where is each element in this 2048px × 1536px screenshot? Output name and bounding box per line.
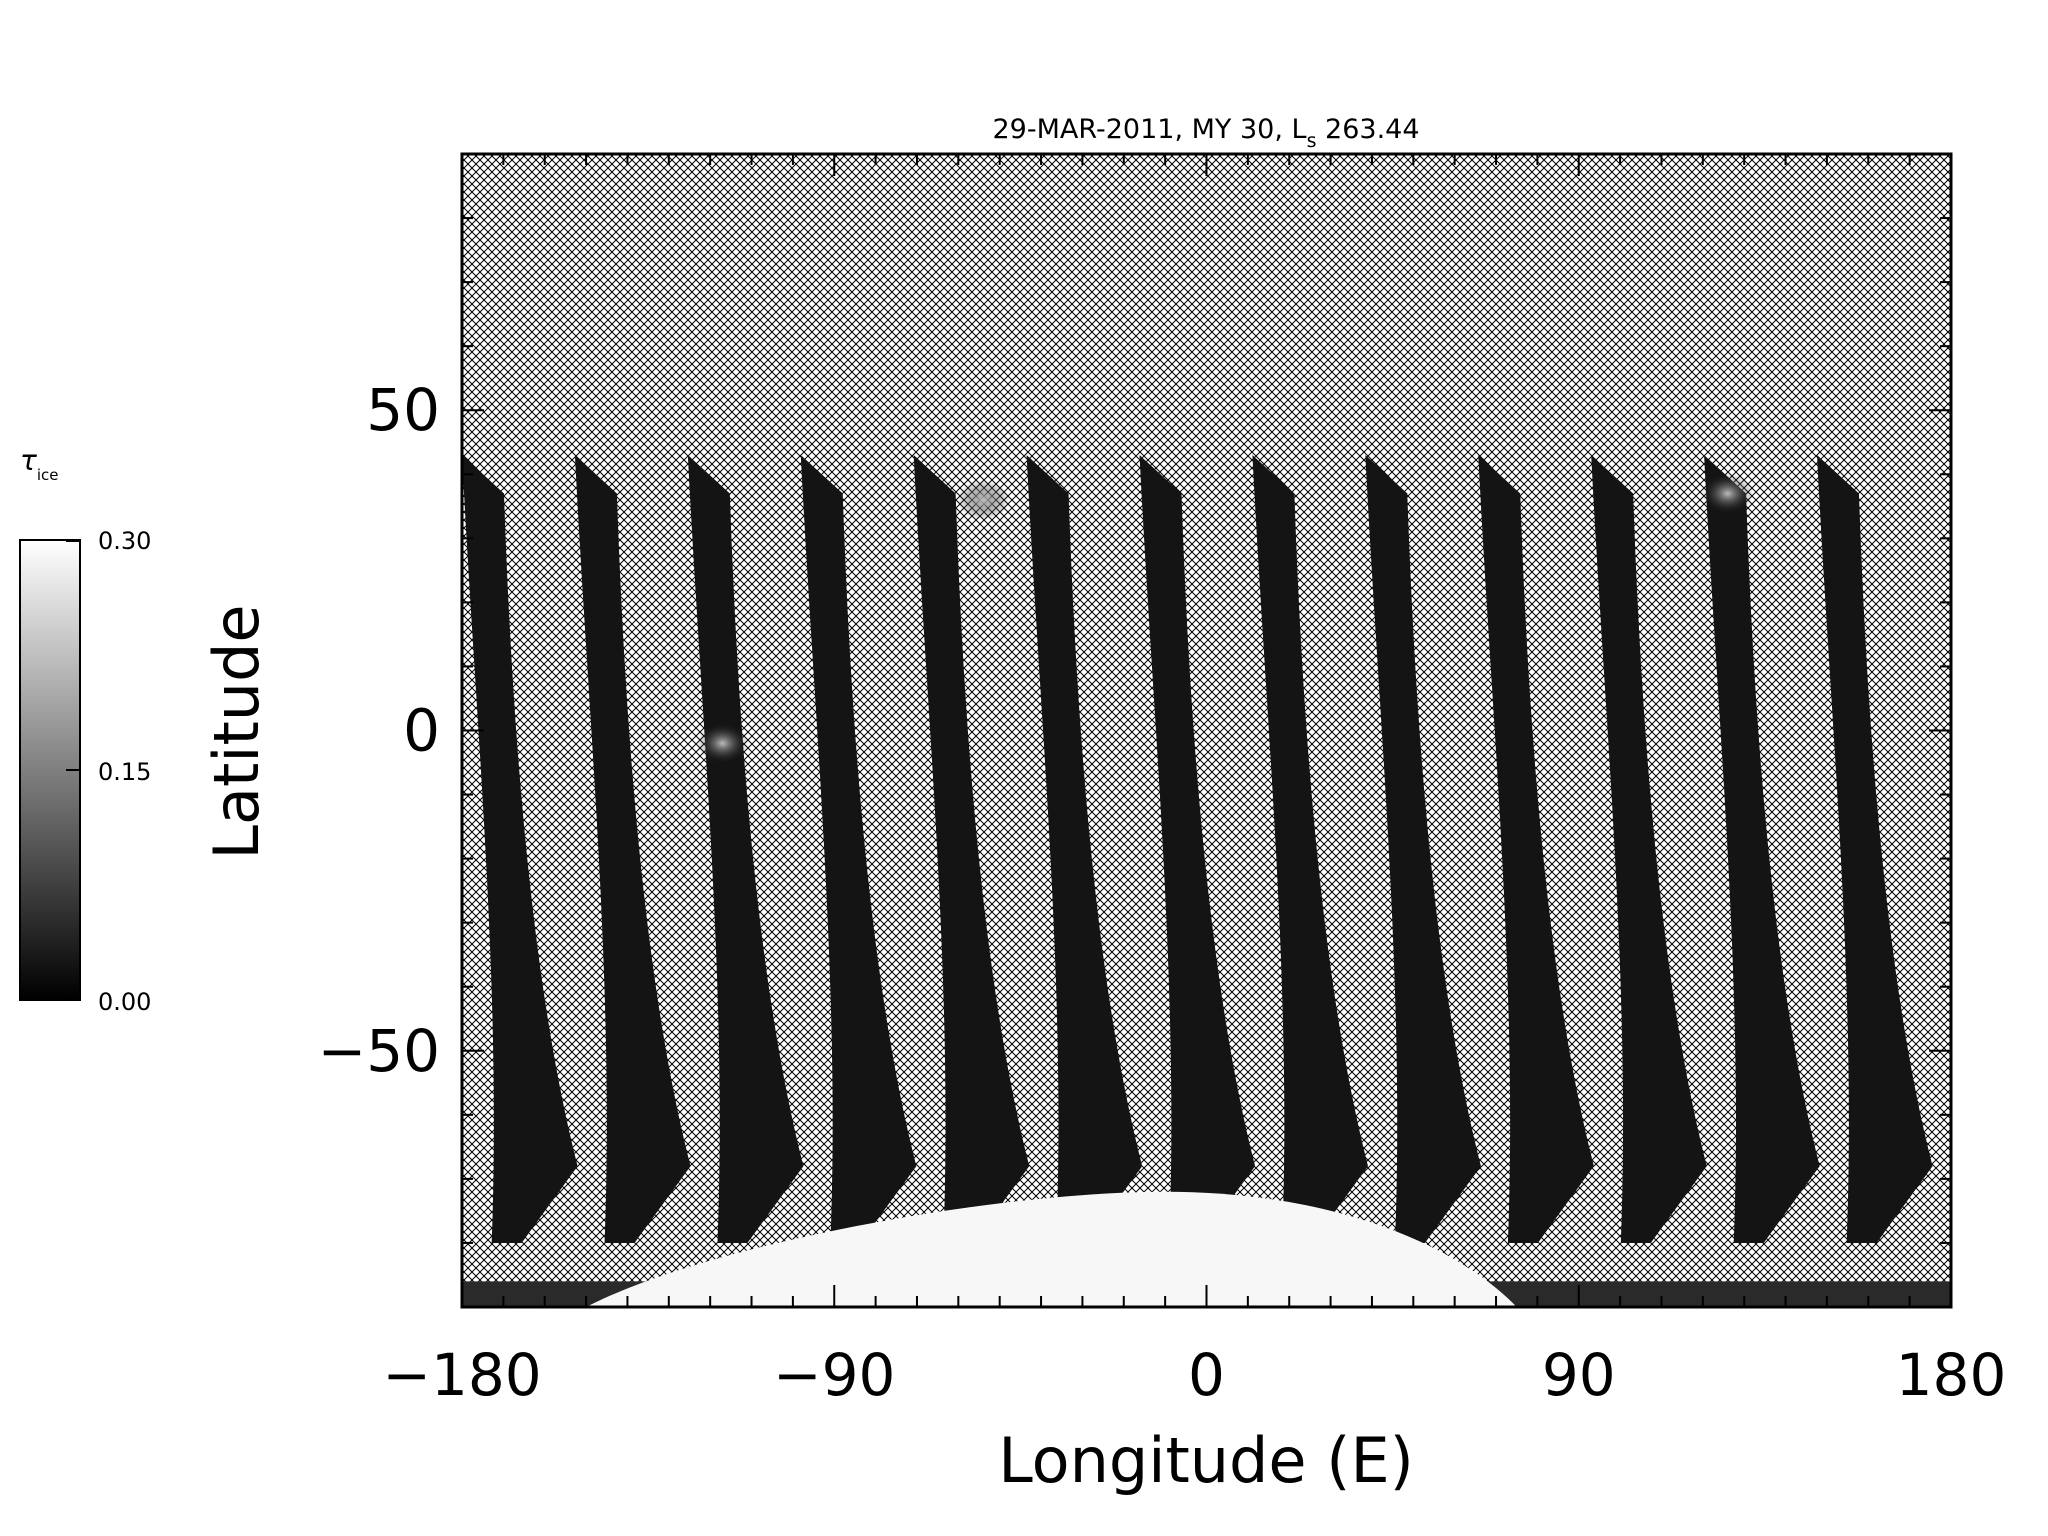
axis-ticks [461, 153, 1952, 1308]
data-swath [574, 455, 691, 1243]
x-tick-label: 0 [1188, 1341, 1225, 1409]
chart-title: 29-MAR-2011, MY 30, Ls 263.44 [992, 114, 1419, 152]
colorbar: τice 0.30 0.15 0.00 [19, 444, 151, 1016]
colorbar-title: τice [20, 444, 59, 484]
x-axis-label: Longitude (E) [998, 1424, 1414, 1497]
y-axis-label: Latitude [200, 604, 273, 859]
ice-feature [957, 479, 1010, 520]
ice-feature [696, 723, 749, 764]
data-swath [800, 455, 917, 1243]
colorbar-label-mid: 0.15 [98, 758, 151, 786]
data-swath [1365, 455, 1481, 1243]
chart-title-subscript: s [1307, 130, 1317, 152]
colorbar-symbol: τ [20, 444, 37, 477]
polar-cap [586, 1191, 1517, 1307]
data-swath [1478, 455, 1594, 1243]
data-swath [1252, 455, 1369, 1243]
data-swath [1139, 455, 1256, 1243]
colorbar-label-max: 0.30 [98, 527, 151, 555]
x-tick-label: −90 [773, 1341, 895, 1409]
colorbar-subscript: ice [37, 466, 59, 484]
data-swath [687, 455, 804, 1243]
data-swath [1816, 455, 1933, 1243]
x-tick-label: 90 [1542, 1341, 1616, 1409]
chart-title-prefix: 29-MAR-2011, MY 30, L [992, 114, 1306, 145]
axis-tick-labels: −180 −90 0 90 180 −50 0 50 [318, 376, 2007, 1409]
y-tick-label: 50 [366, 376, 440, 444]
chart-title-suffix: 263.44 [1316, 114, 1419, 145]
data-swath [1704, 455, 1820, 1243]
x-tick-label: −180 [382, 1341, 541, 1409]
ice-feature [1701, 473, 1754, 514]
x-tick-label: 180 [1896, 1341, 2007, 1409]
data-swath [913, 455, 1030, 1243]
colorbar-label-min: 0.00 [98, 988, 151, 1016]
y-tick-label: −50 [318, 1017, 440, 1085]
data-swath [462, 455, 578, 1243]
data-swath [1591, 455, 1707, 1243]
y-tick-label: 0 [403, 697, 440, 765]
data-swath [1026, 455, 1143, 1243]
